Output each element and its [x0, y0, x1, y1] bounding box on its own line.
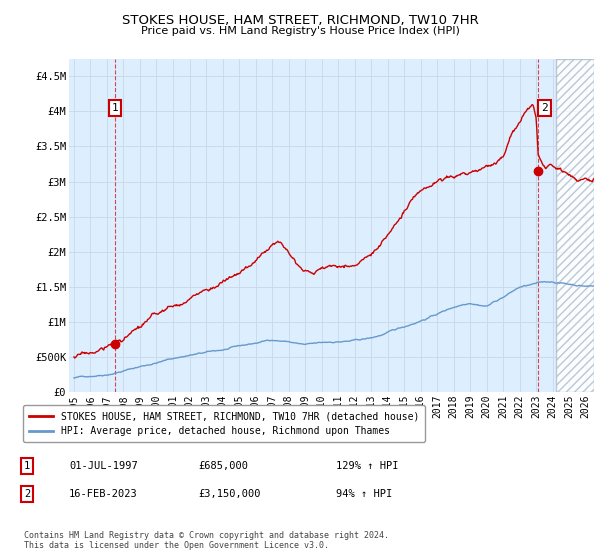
Text: STOKES HOUSE, HAM STREET, RICHMOND, TW10 7HR: STOKES HOUSE, HAM STREET, RICHMOND, TW10… [122, 14, 478, 27]
Text: £685,000: £685,000 [198, 461, 248, 471]
Text: Contains HM Land Registry data © Crown copyright and database right 2024.
This d: Contains HM Land Registry data © Crown c… [24, 531, 389, 550]
Text: £3,150,000: £3,150,000 [198, 489, 260, 499]
Text: 16-FEB-2023: 16-FEB-2023 [69, 489, 138, 499]
Text: Price paid vs. HM Land Registry's House Price Index (HPI): Price paid vs. HM Land Registry's House … [140, 26, 460, 36]
Legend: STOKES HOUSE, HAM STREET, RICHMOND, TW10 7HR (detached house), HPI: Average pric: STOKES HOUSE, HAM STREET, RICHMOND, TW10… [23, 405, 425, 442]
Text: 2: 2 [541, 103, 548, 113]
Bar [556, 59, 594, 392]
Text: 1: 1 [112, 103, 119, 113]
Text: 2: 2 [24, 489, 30, 499]
Text: 1: 1 [24, 461, 30, 471]
Text: 94% ↑ HPI: 94% ↑ HPI [336, 489, 392, 499]
Text: 01-JUL-1997: 01-JUL-1997 [69, 461, 138, 471]
Text: 129% ↑ HPI: 129% ↑ HPI [336, 461, 398, 471]
Bar [556, 59, 594, 392]
